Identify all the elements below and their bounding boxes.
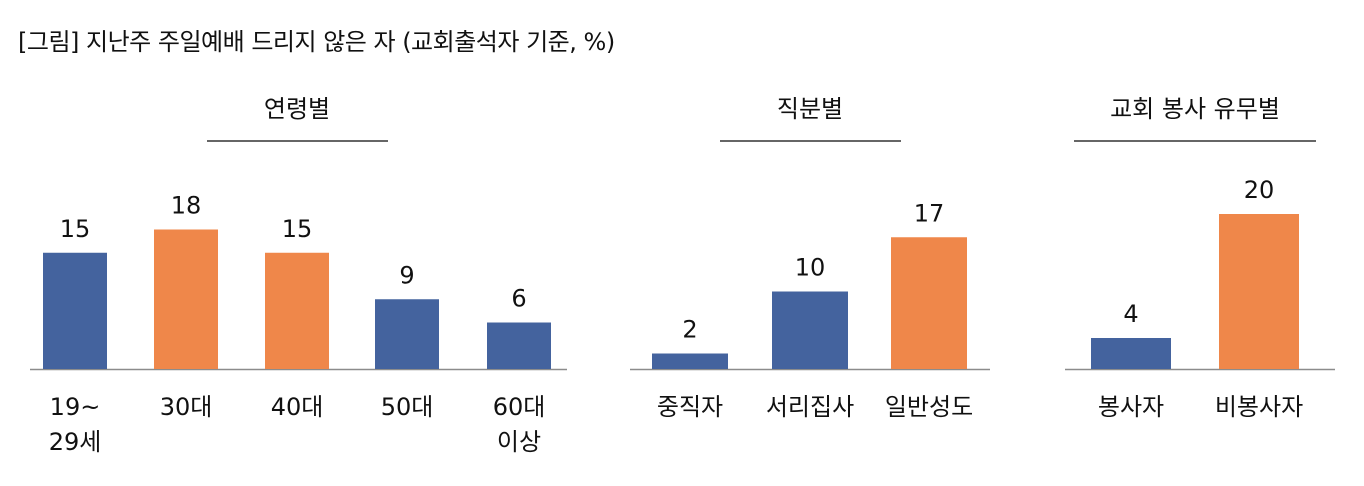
bar xyxy=(1219,214,1299,369)
category-label: 30대 xyxy=(160,393,213,421)
category-label: 60대 xyxy=(493,393,546,421)
data-label: 17 xyxy=(914,199,945,227)
panel-title: 직분별 xyxy=(777,95,843,123)
bar xyxy=(652,353,728,369)
figure-title: [그림] 지난주 주일예배 드리지 않은 자 (교회출석자 기준, %) xyxy=(18,28,615,56)
bar xyxy=(487,322,551,369)
category-label: 19~ xyxy=(50,393,101,421)
category-label: 비봉사자 xyxy=(1215,393,1303,421)
data-label: 18 xyxy=(171,192,202,220)
category-label: 일반성도 xyxy=(885,393,973,421)
bar xyxy=(772,291,848,369)
data-label: 2 xyxy=(682,316,697,344)
data-label: 10 xyxy=(795,254,826,282)
category-label: 40대 xyxy=(271,393,324,421)
category-label: 이상 xyxy=(497,428,541,456)
category-label: 서리집사 xyxy=(766,393,854,421)
data-label: 15 xyxy=(282,215,313,243)
data-label: 20 xyxy=(1244,176,1275,204)
category-label: 중직자 xyxy=(657,393,723,421)
data-label: 4 xyxy=(1123,300,1138,328)
data-label: 9 xyxy=(399,261,414,289)
panel-title: 교회 봉사 유무별 xyxy=(1110,95,1280,123)
bar xyxy=(43,252,107,369)
category-label: 봉사자 xyxy=(1098,393,1164,421)
data-label: 15 xyxy=(60,215,91,243)
category-label: 29세 xyxy=(49,428,102,456)
bar xyxy=(1091,338,1171,369)
panel-title: 연령별 xyxy=(264,95,330,123)
category-label: 50대 xyxy=(381,393,434,421)
bar xyxy=(265,252,329,369)
bar xyxy=(375,299,439,369)
bar xyxy=(891,237,967,369)
data-label: 6 xyxy=(511,285,526,313)
bar xyxy=(154,229,218,369)
